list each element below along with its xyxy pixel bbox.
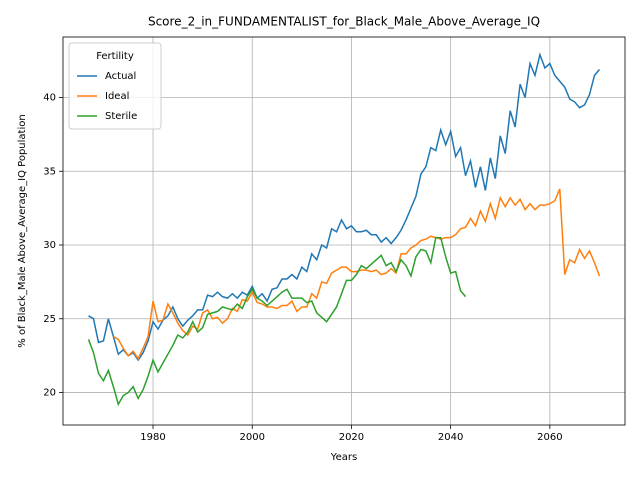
y-tick-label: 35 bbox=[43, 166, 56, 177]
x-tick-label: 2020 bbox=[339, 432, 364, 443]
x-axis-label: Years bbox=[330, 452, 357, 463]
x-tick-label: 2060 bbox=[537, 432, 562, 443]
x-tick-label: 1980 bbox=[140, 432, 165, 443]
plot-frame bbox=[62, 36, 626, 426]
chart-title: Score_2_in_FUNDAMENTALIST_for_Black_Male… bbox=[148, 15, 540, 29]
legend-title: Fertility bbox=[96, 51, 134, 62]
x-tick-label: 2000 bbox=[240, 432, 265, 443]
y-axis-label: % of Black_Male Above_Average_IQ Populat… bbox=[17, 114, 28, 347]
legend-label: Ideal bbox=[105, 91, 129, 102]
y-tick-label: 25 bbox=[43, 314, 56, 325]
x-tick-label: 2040 bbox=[438, 432, 463, 443]
legend-label: Sterile bbox=[105, 111, 137, 122]
line bbox=[87, 236, 467, 407]
legend-label: Actual bbox=[105, 71, 136, 82]
line bbox=[88, 52, 601, 362]
line bbox=[112, 188, 601, 361]
y-tick-label: 40 bbox=[43, 92, 56, 103]
y-tick-label: 20 bbox=[43, 388, 56, 399]
y-tick-label: 30 bbox=[43, 240, 56, 251]
legend-box bbox=[68, 42, 162, 130]
